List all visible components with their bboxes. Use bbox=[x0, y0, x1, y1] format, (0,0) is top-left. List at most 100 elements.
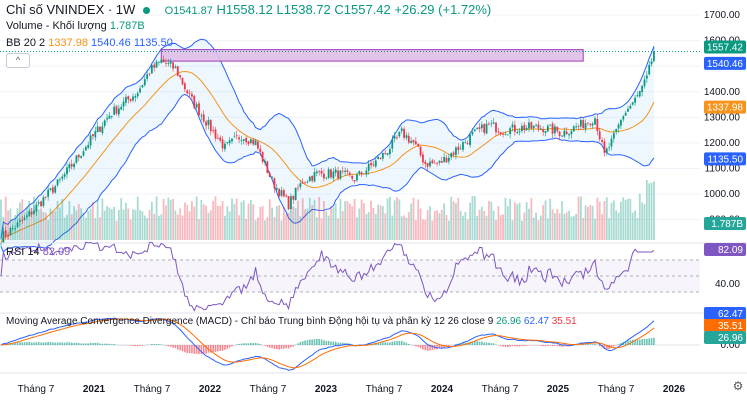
macd-histogram-bar bbox=[290, 345, 292, 348]
volume-bar bbox=[134, 209, 137, 240]
collapse-legend-button[interactable]: ^ bbox=[6, 53, 30, 68]
volume-bar bbox=[313, 199, 316, 240]
candle-body bbox=[160, 59, 163, 63]
bb-legend[interactable]: BB 20 2 1337.98 1540.46 1135.50 bbox=[6, 37, 173, 49]
candle-body bbox=[353, 180, 356, 182]
volume-bar bbox=[148, 209, 151, 240]
candle-body bbox=[221, 139, 224, 149]
axes: 900.001000.001100.001200.001300.001400.0… bbox=[0, 10, 747, 395]
candle-body bbox=[561, 135, 563, 137]
candle-body bbox=[339, 170, 342, 179]
candle-body bbox=[542, 129, 545, 133]
macd-histogram-bar bbox=[202, 345, 205, 354]
candle-body bbox=[228, 140, 231, 144]
candle-body bbox=[650, 61, 653, 65]
macd-histogram-bar bbox=[523, 345, 526, 347]
candle-body bbox=[330, 169, 332, 178]
macd-legend[interactable]: Moving Average Convergence Divergence (M… bbox=[6, 316, 577, 327]
candle-body bbox=[315, 171, 318, 174]
volume-bar bbox=[268, 199, 271, 240]
candle-body bbox=[504, 134, 507, 135]
candle-body bbox=[575, 126, 578, 128]
macd-histogram-bar bbox=[250, 342, 252, 345]
rsi-label: RSI 14 bbox=[6, 246, 40, 258]
time-axis-tick: Tháng 7 bbox=[366, 384, 403, 395]
candle-body bbox=[516, 132, 519, 133]
macd-histogram-bar bbox=[280, 345, 283, 349]
volume-bar bbox=[471, 196, 474, 240]
symbol-title[interactable]: Chỉ số VNINDEX · 1W bbox=[6, 2, 136, 17]
candle-body bbox=[452, 152, 455, 155]
macd-signal-line bbox=[0, 318, 655, 369]
volume-bar bbox=[101, 198, 104, 240]
macd-histogram-bar bbox=[19, 342, 21, 345]
macd-histogram-bar bbox=[481, 341, 483, 345]
candle-body bbox=[539, 128, 542, 130]
macd-histogram-bar bbox=[11, 342, 14, 345]
volume-legend[interactable]: Volume - Khối lượng 1.787B bbox=[6, 20, 145, 32]
settings-gear-icon[interactable]: ⚙ bbox=[732, 379, 744, 393]
volume-bar bbox=[459, 211, 462, 240]
macd-histogram-bar bbox=[304, 340, 306, 345]
rsi-value: 82.09 bbox=[42, 246, 71, 258]
volume-bar bbox=[563, 213, 566, 240]
volume-bar bbox=[242, 200, 245, 240]
macd-histogram-bar bbox=[89, 342, 92, 345]
volume-bar bbox=[530, 198, 533, 240]
candle-body bbox=[466, 143, 469, 144]
macd-histogram-bar bbox=[332, 341, 335, 345]
candle-body bbox=[513, 124, 516, 132]
candle-body bbox=[169, 61, 172, 64]
volume-bar bbox=[490, 201, 493, 240]
volume-bar bbox=[476, 216, 479, 240]
macd-histogram-bar bbox=[42, 342, 45, 345]
macd-histogram-bar bbox=[287, 345, 290, 349]
macd-histogram-bar bbox=[240, 343, 243, 345]
volume-bar bbox=[339, 198, 342, 240]
macd-histogram-bar bbox=[16, 342, 19, 345]
volume-bar bbox=[575, 213, 578, 240]
candle-body bbox=[549, 124, 552, 126]
candle-body bbox=[125, 97, 127, 103]
candle-body bbox=[528, 122, 530, 129]
volume-bar bbox=[403, 215, 405, 240]
candle-body bbox=[176, 66, 179, 77]
candle-body bbox=[407, 135, 410, 143]
candle-body bbox=[554, 126, 556, 134]
volume-label: Volume - Khối lượng bbox=[6, 20, 107, 32]
macd-histogram-bar bbox=[650, 338, 653, 345]
candle-body bbox=[61, 176, 64, 179]
volume-bar bbox=[96, 200, 99, 240]
macd-histogram-bar bbox=[235, 344, 238, 345]
volume-bar bbox=[492, 210, 495, 240]
macd-histogram-bar bbox=[518, 345, 521, 347]
volume-bar bbox=[337, 218, 339, 240]
rsi-legend[interactable]: RSI 14 82.09 bbox=[6, 246, 70, 258]
volume-bar bbox=[212, 200, 215, 240]
volume-bar bbox=[360, 199, 363, 240]
macd-histogram-bar bbox=[641, 339, 643, 345]
price-axis-tick: 1400.00 bbox=[704, 87, 741, 98]
macd-histogram-bar bbox=[54, 342, 57, 345]
volume-bar bbox=[122, 209, 125, 240]
candle-body bbox=[313, 172, 316, 182]
volume-bar bbox=[452, 201, 455, 240]
volume-bar bbox=[75, 210, 78, 240]
macd-histogram-bar bbox=[92, 343, 94, 345]
volume-bar bbox=[165, 205, 167, 240]
candle-body bbox=[544, 130, 547, 134]
candle-body bbox=[612, 133, 615, 139]
volume-bar bbox=[172, 198, 174, 240]
macd-histogram-bar bbox=[306, 340, 309, 345]
macd-histogram-bar bbox=[624, 341, 627, 345]
volume-bar bbox=[634, 210, 636, 240]
macd-histogram-bar bbox=[403, 341, 405, 345]
macd-histogram-bar bbox=[367, 343, 370, 345]
volume-bar bbox=[209, 210, 212, 240]
macd-histogram-bar bbox=[44, 342, 47, 345]
macd-histogram-bar bbox=[59, 342, 61, 345]
candle-body bbox=[440, 161, 443, 163]
macd-histogram-bar bbox=[132, 345, 134, 346]
macd-histogram-bar bbox=[499, 345, 502, 347]
